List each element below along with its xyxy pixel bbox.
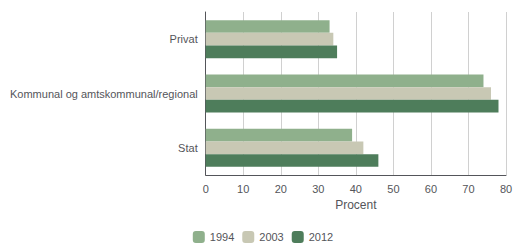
svg-text:40: 40	[350, 183, 362, 195]
svg-text:60: 60	[425, 183, 437, 195]
svg-text:10: 10	[237, 183, 249, 195]
svg-text:20: 20	[275, 183, 287, 195]
svg-text:30: 30	[312, 183, 324, 195]
svg-text:Privat: Privat	[170, 33, 198, 45]
svg-text:Procent: Procent	[335, 198, 377, 212]
svg-text:2012: 2012	[309, 231, 333, 243]
svg-text:1994: 1994	[210, 231, 234, 243]
svg-text:50: 50	[387, 183, 399, 195]
svg-text:70: 70	[462, 183, 474, 195]
svg-text:2003: 2003	[259, 231, 283, 243]
svg-text:Stat: Stat	[178, 142, 198, 154]
svg-text:80: 80	[500, 183, 512, 195]
svg-text:0: 0	[203, 183, 209, 195]
svg-text:Kommunal og amtskommunal/regio: Kommunal og amtskommunal/regional	[10, 88, 198, 100]
